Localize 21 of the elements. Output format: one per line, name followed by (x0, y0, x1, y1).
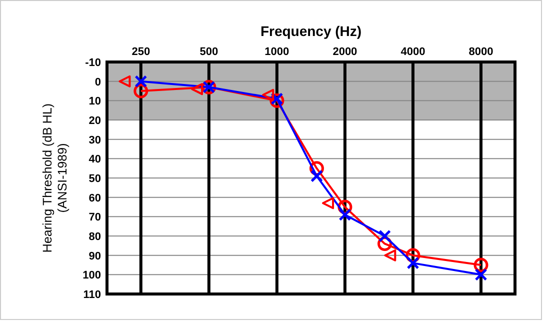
y-tick-label: 70 (88, 212, 101, 224)
y-tick-label: 110 (83, 289, 101, 301)
x-tick-label: 8000 (468, 46, 494, 58)
y-tick-label: -10 (85, 57, 101, 69)
y-tick-label: 60 (88, 192, 101, 204)
y-tick-label: 100 (82, 270, 101, 282)
y-tick-label: 40 (88, 154, 101, 166)
y-tick-label: 30 (88, 134, 101, 146)
y-tick-label: 10 (88, 96, 101, 108)
x-tick-label: 4000 (400, 46, 426, 58)
x-tick-label: 2000 (332, 46, 358, 58)
x-tick-label: 250 (132, 46, 150, 58)
x-tick-label: 1000 (264, 46, 290, 58)
x-axis-title: Frequency (Hz) (260, 23, 362, 39)
y-tick-label: 20 (88, 115, 101, 127)
y-tick-label: 50 (88, 173, 101, 185)
y-tick-label: 80 (88, 231, 101, 243)
y-axis-title: Hearing Threshold (dB HL) (ANSI-1989) (40, 103, 70, 253)
x-tick-label: 500 (200, 46, 218, 58)
y-tick-label: 90 (88, 250, 101, 262)
y-tick-label: 0 (94, 76, 101, 88)
